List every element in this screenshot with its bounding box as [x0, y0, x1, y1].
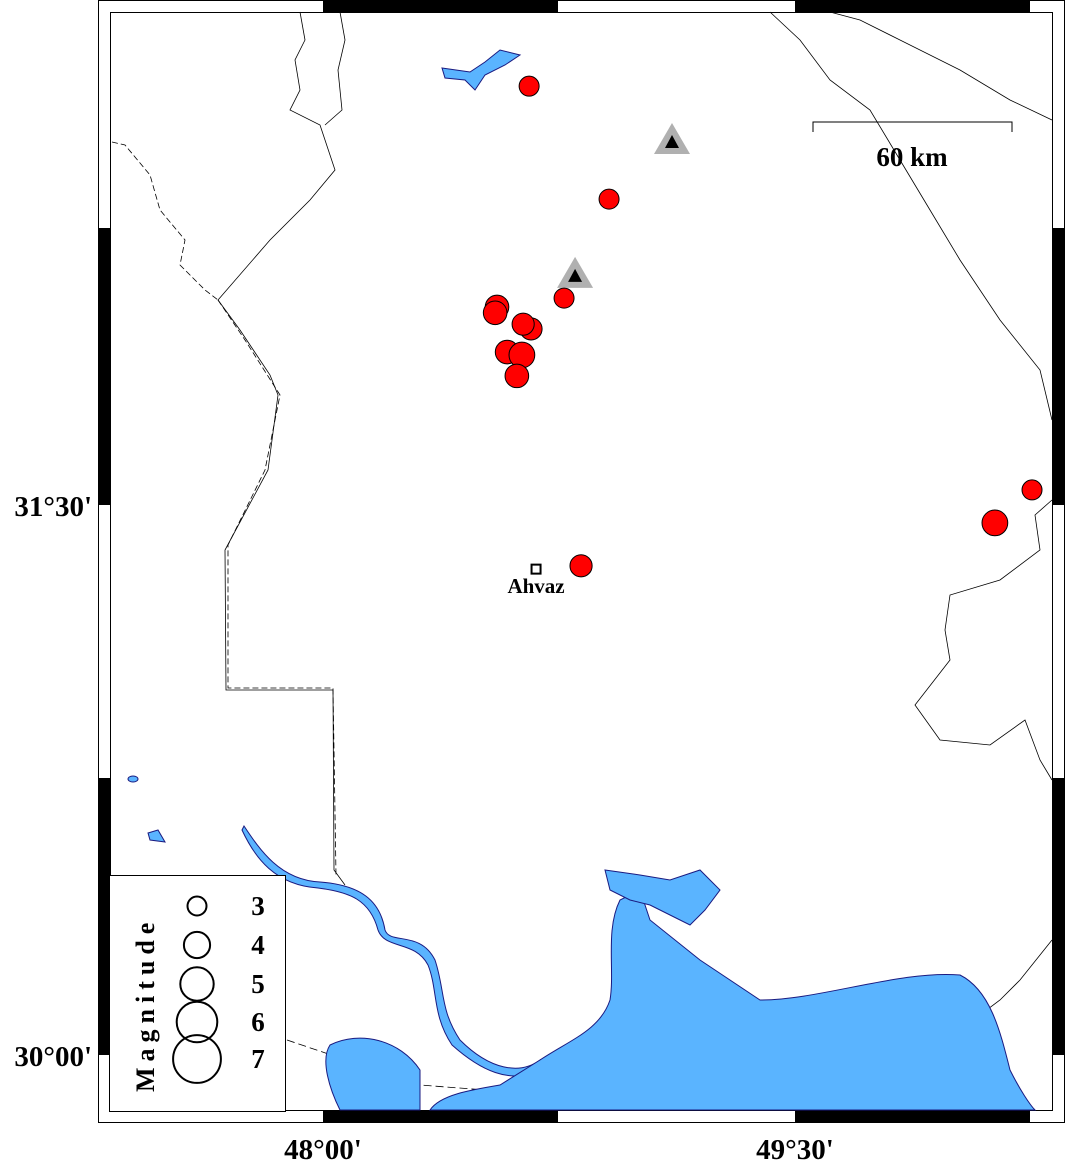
earthquake-marker [518, 75, 540, 97]
earthquake-marker [553, 287, 575, 309]
persian-gulf [325, 889, 1037, 1111]
scale-bar-label: 60 km [876, 142, 948, 172]
legend: Magnitude 3 4 5 6 7 [109, 875, 286, 1112]
river [241, 825, 541, 1077]
earthquake-marker [508, 341, 536, 369]
earthquake-marker [598, 188, 620, 210]
water-bodies [127, 49, 1037, 1111]
legend-circle [175, 1000, 219, 1044]
legend-label: 5 [251, 969, 265, 999]
earthquake-marker [1021, 479, 1043, 501]
lon-tick-label: 49°30' [756, 1134, 834, 1161]
earthquake-marker [504, 363, 530, 389]
legend-label: 3 [251, 891, 265, 921]
lat-tick-label: 30°00' [14, 1041, 92, 1073]
legend-circle [186, 895, 208, 917]
legend-label: 6 [251, 1007, 265, 1037]
legend-circle [172, 1034, 222, 1084]
earthquake-marker [482, 300, 508, 326]
legend-circle [182, 930, 212, 960]
legend-label: 4 [251, 930, 265, 960]
station-triangle-icon [665, 135, 680, 149]
earthquake-marker [981, 509, 1009, 537]
map-frame [98, 0, 1065, 1123]
legend-title: Magnitude [131, 917, 160, 1092]
reservoir [441, 49, 522, 91]
earthquakes-layer [482, 75, 1043, 578]
earthquake-marker [511, 312, 535, 336]
city-label: Ahvaz [507, 574, 564, 598]
city-layer: Ahvaz [507, 563, 565, 598]
lat-tick-label: 31°30' [14, 491, 92, 523]
lon-tick-label: 48°00' [284, 1134, 362, 1161]
city-marker [530, 563, 542, 575]
scale-bar [812, 121, 1013, 132]
station-triangle-icon [568, 268, 583, 282]
khor-musa [604, 869, 721, 926]
earthquake-marker [569, 554, 593, 578]
stations-layer [557, 123, 691, 288]
legend-label: 7 [251, 1044, 265, 1074]
